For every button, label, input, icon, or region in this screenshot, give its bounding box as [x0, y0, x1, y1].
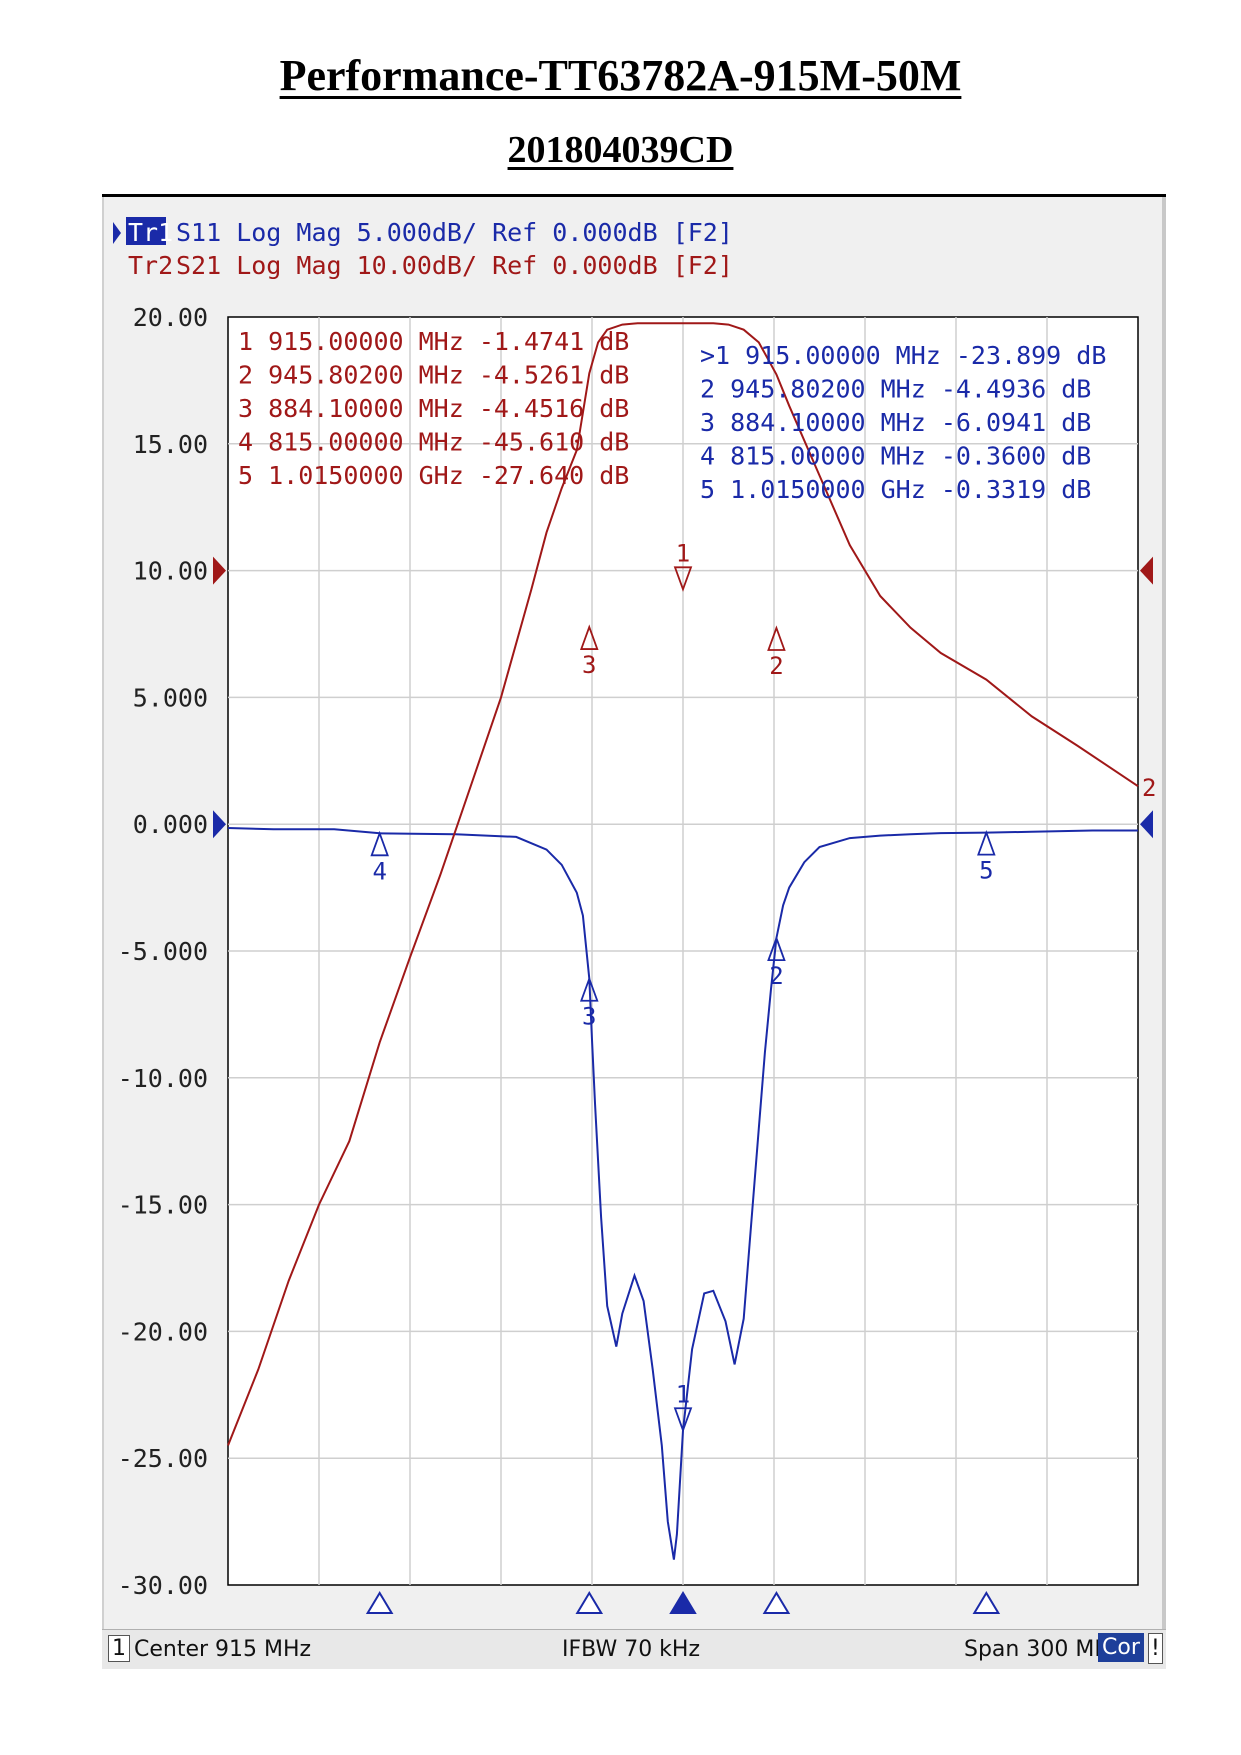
marker-label: 4	[372, 857, 386, 885]
tr1-marker-readout: 5 1.0150000 GHz -0.3319 dB	[700, 475, 1091, 504]
channel-indicator[interactable]: 1	[108, 1635, 130, 1662]
marker-label: 2	[769, 962, 783, 990]
tr2-marker-readout: 1 915.00000 MHz -1.4741 dB	[238, 327, 629, 356]
marker-s21-2[interactable]	[767, 625, 786, 651]
center-frequency: Center 915 MHz	[134, 1637, 312, 1662]
marker-s11-1[interactable]	[673, 1407, 693, 1433]
y-tick-label: -15.00	[118, 1191, 208, 1220]
bottom-marker-triangle[interactable]	[972, 1591, 1001, 1614]
tr1-ref-marker-right	[1140, 810, 1153, 839]
tr2-marker-readout: 2 945.80200 MHz -4.5261 dB	[238, 361, 629, 390]
y-tick-label: 0.000	[133, 810, 208, 839]
tr2-ref-marker-left	[213, 556, 226, 585]
trace-label-2[interactable]: Tr2	[128, 251, 173, 280]
tr1-marker-readout: 4 815.00000 MHz -0.3600 dB	[700, 442, 1091, 471]
marker-s21-3[interactable]	[579, 624, 599, 650]
marker-label: 2	[769, 652, 783, 680]
trace-label-1[interactable]: Tr1	[128, 218, 173, 247]
page-title: Performance-TT63782A-915M-50M	[279, 51, 962, 100]
trace-header-2: S21 Log Mag 10.00dB/ Ref 0.000dB [F2]	[176, 251, 733, 280]
top-rule	[102, 194, 1166, 197]
tr1-ref-marker-left	[213, 810, 226, 839]
warning-flag[interactable]: !	[1148, 1633, 1163, 1664]
marker-label: 1	[676, 1380, 690, 1408]
y-tick-label: -20.00	[118, 1317, 208, 1346]
bottom-marker-triangle[interactable]	[575, 1591, 604, 1614]
trace-s11	[227, 827, 1138, 1560]
active-trace-arrow	[113, 222, 121, 244]
bottom-marker-triangle[interactable]	[669, 1591, 697, 1614]
y-tick-label: 20.00	[133, 303, 208, 332]
status-bar: 1 Center 915 MHz IFBW 70 kHz Span 300 MH…	[102, 1629, 1166, 1669]
tr2-marker-readout: 4 815.00000 MHz -45.610 dB	[238, 428, 629, 457]
marker-label: 3	[582, 651, 596, 679]
trace-s21	[227, 322, 1139, 1446]
marker-label: 5	[979, 857, 993, 885]
marker-s11-3[interactable]	[579, 976, 599, 1002]
tr1-marker-readout: >1 915.00000 MHz -23.899 dB	[700, 341, 1106, 370]
marker-s11-2[interactable]	[767, 935, 786, 962]
y-tick-label: 10.00	[133, 557, 208, 586]
ifbw: IFBW 70 kHz	[562, 1637, 701, 1662]
correction-badge[interactable]: Cor	[1098, 1633, 1144, 1662]
y-tick-label: -10.00	[118, 1064, 208, 1093]
marker-s21-1[interactable]	[673, 566, 693, 592]
marker-s11-4[interactable]	[370, 830, 389, 857]
tr1-marker-readout: 3 884.10000 MHz -6.0941 dB	[700, 408, 1091, 437]
y-tick-label: 15.00	[133, 430, 208, 459]
marker-s11-5[interactable]	[977, 829, 996, 856]
trace-header-1: S11 Log Mag 5.000dB/ Ref 0.000dB [F2]	[176, 218, 733, 247]
span: Span 300 MHz	[964, 1637, 1123, 1662]
marker-label: 1	[676, 539, 690, 567]
marker-label: 3	[582, 1003, 596, 1031]
tr2-ref-marker-right	[1140, 556, 1153, 585]
tr2-marker-readout: 3 884.10000 MHz -4.4516 dB	[238, 394, 629, 423]
tr2-marker-readout: 5 1.0150000 GHz -27.640 dB	[238, 461, 629, 490]
tr1-marker-readout: 2 945.80200 MHz -4.4936 dB	[700, 375, 1091, 404]
bottom-marker-triangle[interactable]	[762, 1591, 791, 1614]
y-tick-label: 5.000	[133, 683, 208, 712]
bottom-marker-triangle[interactable]	[365, 1591, 394, 1614]
y-tick-label: -25.00	[118, 1444, 208, 1473]
y-tick-label: -5.000	[118, 937, 208, 966]
tr1-highlight	[126, 217, 166, 245]
trace-end-label: 2	[1142, 774, 1156, 802]
page-subtitle: 201804039CD	[507, 129, 734, 171]
y-tick-label: -30.00	[118, 1571, 208, 1600]
